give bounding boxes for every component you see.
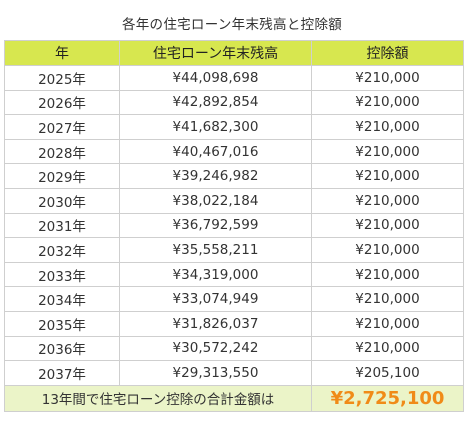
- deduction-cell: ¥210,000: [311, 261, 464, 288]
- balance-cell: ¥40,467,016: [119, 138, 312, 165]
- balance-cell: ¥31,826,037: [119, 310, 312, 337]
- summary-row: 13年間で住宅ローン控除の合計金額は ¥2,725,100: [4, 384, 464, 412]
- table-row: 2036年 ¥30,572,242 ¥210,000: [4, 335, 464, 362]
- year-cell: 2036年: [4, 335, 120, 362]
- table-row: 2027年 ¥41,682,300 ¥210,000: [4, 114, 464, 140]
- table-row: 2028年 ¥40,467,016 ¥210,000: [4, 138, 464, 165]
- summary-label: 13年間で住宅ローン控除の合計金額は: [4, 384, 312, 412]
- year-cell: 2029年: [4, 163, 120, 189]
- deduction-cell: ¥210,000: [311, 138, 464, 165]
- deduction-cell: ¥210,000: [311, 286, 464, 312]
- year-cell: 2037年: [4, 360, 120, 386]
- loan-deduction-table: 年 住宅ローン年末残高 控除額 2025年 ¥44,098,698 ¥210,000…: [4, 40, 464, 412]
- table-row: 2025年 ¥44,098,698 ¥210,000: [4, 65, 464, 91]
- deduction-cell: ¥210,000: [311, 163, 464, 189]
- balance-cell: ¥30,572,242: [119, 335, 312, 362]
- deduction-cell: ¥205,100: [311, 360, 464, 386]
- deduction-cell: ¥210,000: [311, 187, 464, 214]
- table-row: 2031年 ¥36,792,599 ¥210,000: [4, 212, 464, 239]
- table-row: 2033年 ¥34,319,000 ¥210,000: [4, 261, 464, 288]
- year-cell: 2031年: [4, 212, 120, 239]
- column-header-year: 年: [4, 40, 120, 66]
- deduction-cell: ¥210,000: [311, 212, 464, 239]
- balance-cell: ¥38,022,184: [119, 187, 312, 214]
- table-row: 2037年 ¥29,313,550 ¥205,100: [4, 360, 464, 386]
- balance-cell: ¥39,246,982: [119, 163, 312, 189]
- balance-cell: ¥34,319,000: [119, 261, 312, 288]
- year-cell: 2025年: [4, 65, 120, 91]
- table-row: 2034年 ¥33,074,949 ¥210,000: [4, 286, 464, 312]
- deduction-cell: ¥210,000: [311, 114, 464, 140]
- year-cell: 2027年: [4, 114, 120, 140]
- header-row: 年 住宅ローン年末残高 控除額: [4, 40, 464, 66]
- table-row: 2032年 ¥35,558,211 ¥210,000: [4, 237, 464, 263]
- balance-cell: ¥33,074,949: [119, 286, 312, 312]
- year-cell: 2026年: [4, 89, 120, 116]
- table-row: 2030年 ¥38,022,184 ¥210,000: [4, 187, 464, 214]
- table-header: 年 住宅ローン年末残高 控除額: [4, 40, 464, 66]
- column-header-balance: 住宅ローン年末残高: [119, 40, 312, 66]
- year-cell: 2032年: [4, 237, 120, 263]
- column-header-deduction: 控除額: [311, 40, 464, 66]
- year-cell: 2030年: [4, 187, 120, 214]
- table-row: 2026年 ¥42,892,854 ¥210,000: [4, 89, 464, 116]
- deduction-cell: ¥210,000: [311, 310, 464, 337]
- table-footer: 13年間で住宅ローン控除の合計金額は ¥2,725,100: [4, 384, 464, 412]
- table-title: 各年の住宅ローン年末残高と控除額: [121, 17, 343, 33]
- balance-cell: ¥41,682,300: [119, 114, 312, 140]
- table-row: 2035年 ¥31,826,037 ¥210,000: [4, 310, 464, 337]
- deduction-cell: ¥210,000: [311, 335, 464, 362]
- balance-cell: ¥44,098,698: [119, 65, 312, 91]
- balance-cell: ¥35,558,211: [119, 237, 312, 263]
- balance-cell: ¥36,792,599: [119, 212, 312, 239]
- year-cell: 2033年: [4, 261, 120, 288]
- table-body: 2025年 ¥44,098,698 ¥210,000 2026年 ¥42,892,854…: [4, 65, 464, 386]
- year-cell: 2035年: [4, 310, 120, 337]
- deduction-cell: ¥210,000: [311, 89, 464, 116]
- table-row: 2029年 ¥39,246,982 ¥210,000: [4, 163, 464, 189]
- year-cell: 2028年: [4, 138, 120, 165]
- deduction-cell: ¥210,000: [311, 237, 464, 263]
- year-cell: 2034年: [4, 286, 120, 312]
- deduction-cell: ¥210,000: [311, 65, 464, 91]
- summary-total-value: ¥2,725,100: [311, 384, 464, 412]
- balance-cell: ¥29,313,550: [119, 360, 312, 386]
- balance-cell: ¥42,892,854: [119, 89, 312, 116]
